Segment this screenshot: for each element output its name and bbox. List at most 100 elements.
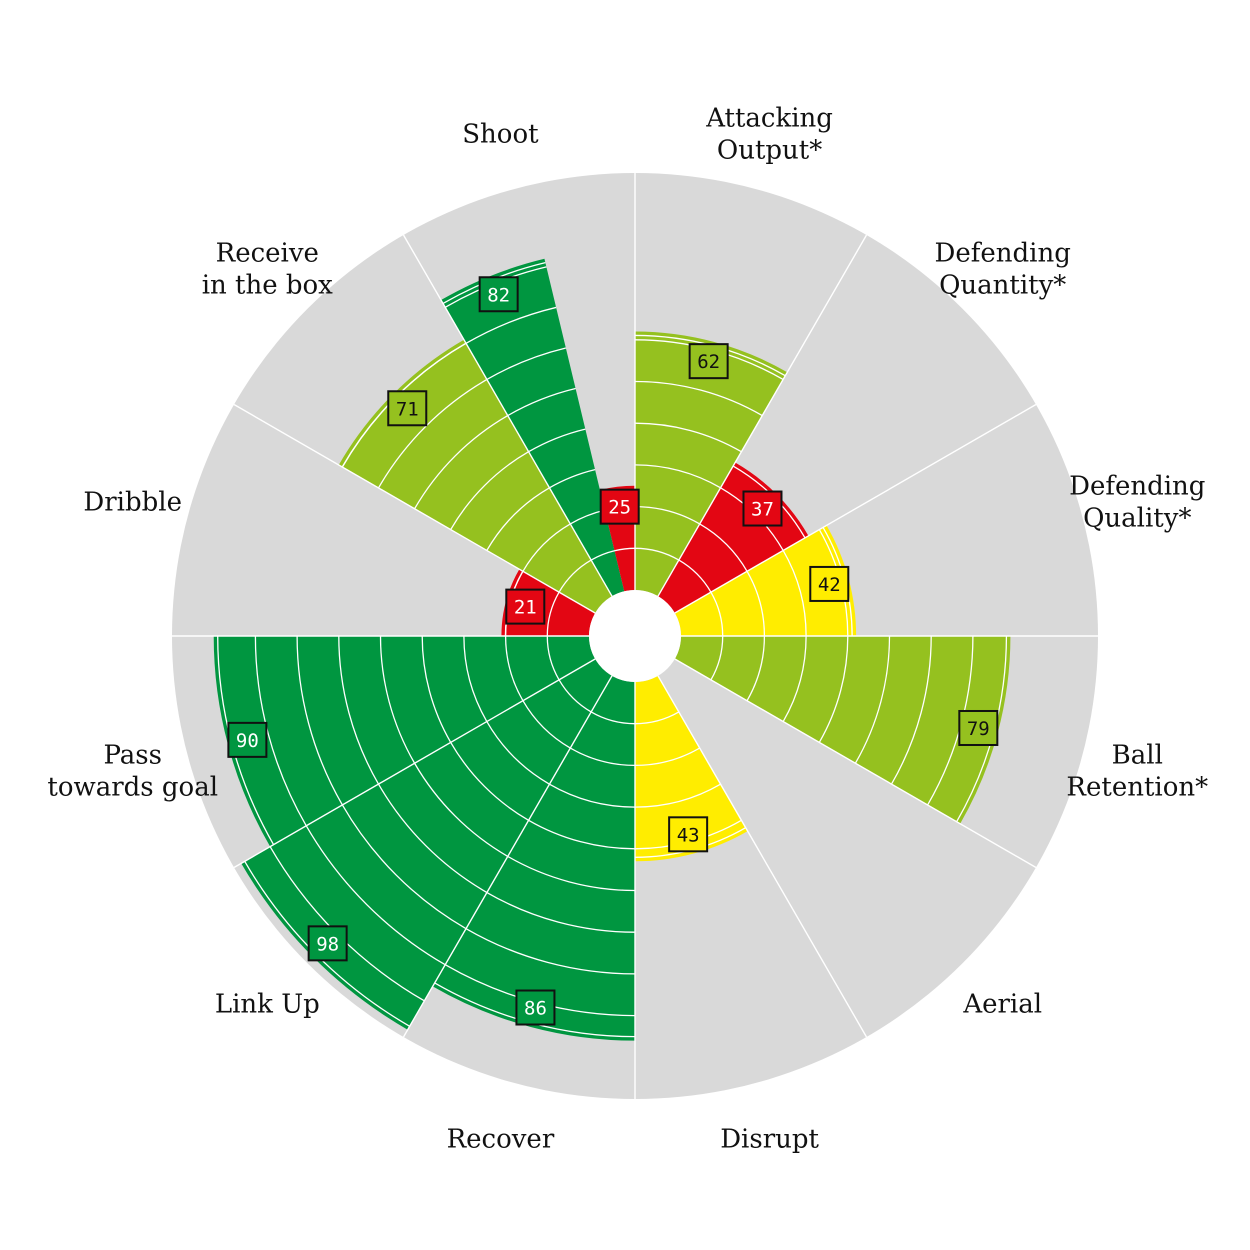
ring-arc xyxy=(569,747,636,767)
category-label: Defending Quality* xyxy=(1069,471,1205,533)
value-badge: 79 xyxy=(958,709,999,746)
value-badge: 43 xyxy=(668,816,709,853)
value-labels: 62 37 42 79 43 86 98 90 21 71 82 25 xyxy=(227,276,999,1026)
category-label-line: Disrupt xyxy=(720,1124,819,1154)
ring-arc xyxy=(699,523,748,572)
value-box xyxy=(505,588,546,625)
category-label: Recover xyxy=(447,1124,555,1154)
sector-divider xyxy=(233,403,596,614)
ring-arc xyxy=(465,306,557,344)
value-label: 62 xyxy=(697,351,720,373)
sector-divider xyxy=(657,675,868,1038)
ring-arc xyxy=(634,505,701,525)
ring-arc xyxy=(254,635,307,827)
ring-arc xyxy=(450,742,529,821)
ring-arc xyxy=(549,783,636,808)
ring-arc xyxy=(558,559,592,593)
center-hole xyxy=(589,590,681,682)
category-label-line: Recover xyxy=(447,1124,555,1154)
value-label: 37 xyxy=(751,499,774,521)
category-label: Defending Quantity* xyxy=(935,238,1071,300)
ring-arc xyxy=(486,891,636,933)
sector-divider xyxy=(674,658,1037,869)
ring-arc xyxy=(522,700,571,749)
category-label: Pass towards goal xyxy=(47,741,218,803)
value-badge: 25 xyxy=(599,488,640,525)
value-badge: 86 xyxy=(515,989,556,1026)
sector-divider xyxy=(233,658,596,869)
ring-arc xyxy=(546,635,560,681)
category-label: Link Up xyxy=(215,990,320,1020)
value-label: 82 xyxy=(487,284,510,306)
bar-sector xyxy=(674,525,857,636)
sector-divider xyxy=(402,234,613,597)
category-label-line: Aerial xyxy=(962,990,1042,1020)
category-label-line: Dribble xyxy=(83,487,182,517)
ring-arc xyxy=(634,711,680,725)
ring-arc xyxy=(528,428,586,453)
ring-arc xyxy=(546,591,560,637)
category-label-line: Retention* xyxy=(1066,773,1208,803)
ring-arc xyxy=(634,747,701,767)
bar-sector xyxy=(635,331,788,597)
category-label-line: Defending xyxy=(1069,471,1205,501)
bar-sector xyxy=(213,636,596,847)
value-box xyxy=(478,276,519,313)
ring-arc xyxy=(296,635,343,806)
sector-divider xyxy=(402,675,613,1038)
ring-arc xyxy=(341,804,467,930)
ring-arc xyxy=(634,380,763,417)
ring-arc xyxy=(414,762,509,857)
ring-arc xyxy=(634,464,721,489)
category-label-line: Attacking xyxy=(705,104,833,134)
value-label: 79 xyxy=(967,718,990,740)
category-label-line: Link Up xyxy=(215,990,320,1020)
ring-arc xyxy=(782,635,807,722)
ring-arc xyxy=(854,635,891,764)
ring-arc xyxy=(710,635,724,681)
ring-arc xyxy=(379,635,416,764)
ring-arc xyxy=(486,347,567,381)
category-label: Disrupt xyxy=(720,1124,819,1154)
value-label: 71 xyxy=(396,398,419,420)
ring-arc xyxy=(414,415,509,510)
value-box xyxy=(227,721,268,758)
category-label-line: Shoot xyxy=(462,120,539,150)
value-badge: 62 xyxy=(688,343,729,380)
sector-divider xyxy=(657,234,868,597)
value-badge: 37 xyxy=(742,490,783,527)
category-label-line: Ball xyxy=(1112,741,1163,771)
sector-divider xyxy=(674,403,1037,614)
ring-arc xyxy=(421,635,452,743)
bar-sector xyxy=(441,258,625,597)
value-badge: 21 xyxy=(505,588,546,625)
value-label: 21 xyxy=(514,597,537,619)
ring-arc xyxy=(549,468,596,489)
ring-arc xyxy=(710,591,724,637)
value-box xyxy=(387,390,428,427)
category-label-line: Quality* xyxy=(1083,503,1191,533)
category-label: Ball Retention* xyxy=(1066,741,1208,803)
ring-arc xyxy=(486,487,550,551)
bar-sector xyxy=(635,675,748,862)
category-label-line: towards goal xyxy=(47,773,218,803)
category-label-line: Output* xyxy=(717,136,822,166)
category-label: Receive in the box xyxy=(202,238,333,300)
ring-arc xyxy=(746,635,766,702)
ring-arc xyxy=(338,635,380,785)
value-label: 43 xyxy=(677,824,700,846)
value-label: 90 xyxy=(236,730,259,752)
ring-arc xyxy=(890,635,932,785)
value-box xyxy=(668,816,709,853)
value-badge: 90 xyxy=(227,721,268,758)
ring-arc xyxy=(463,635,488,722)
category-label: Shoot xyxy=(462,120,539,150)
value-box xyxy=(958,709,999,746)
ring-arc xyxy=(678,559,712,593)
category-label-line: in the box xyxy=(202,270,333,300)
value-badge: 98 xyxy=(307,925,348,962)
ring-arc xyxy=(504,635,524,702)
value-box xyxy=(515,989,556,1026)
